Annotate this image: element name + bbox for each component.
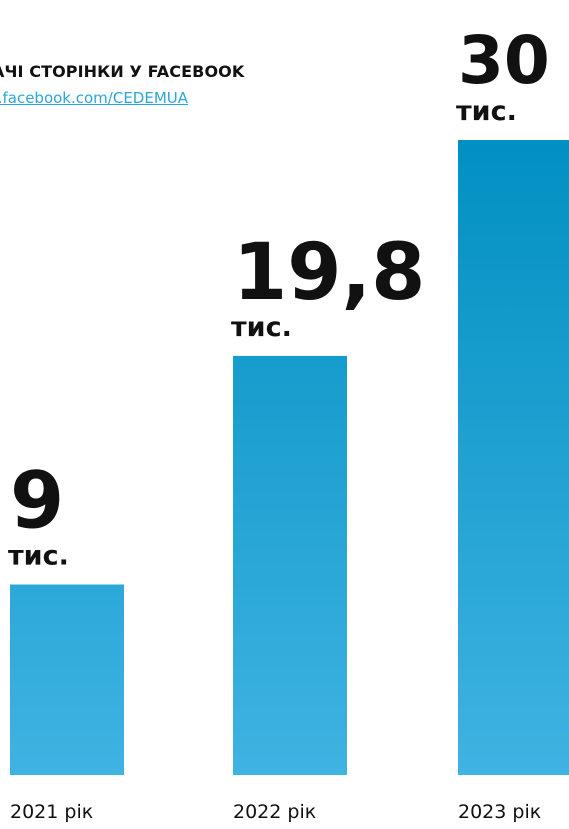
bar-1 [10,585,124,776]
category-label-2: 2022 рік [233,801,316,823]
unit-label-2: тис. [231,312,292,343]
category-label-3: 2023 рік [458,801,541,823]
category-label-1: 2021 рік [10,801,93,823]
value-label-2: 19,8 [233,228,425,318]
bar-3 [458,140,569,775]
bar-2 [233,356,347,775]
value-label-1: 9 [10,457,64,547]
unit-label-1: тис. [8,541,69,572]
unit-label-3: тис. [456,96,517,127]
value-label-3: 30 [458,22,550,99]
